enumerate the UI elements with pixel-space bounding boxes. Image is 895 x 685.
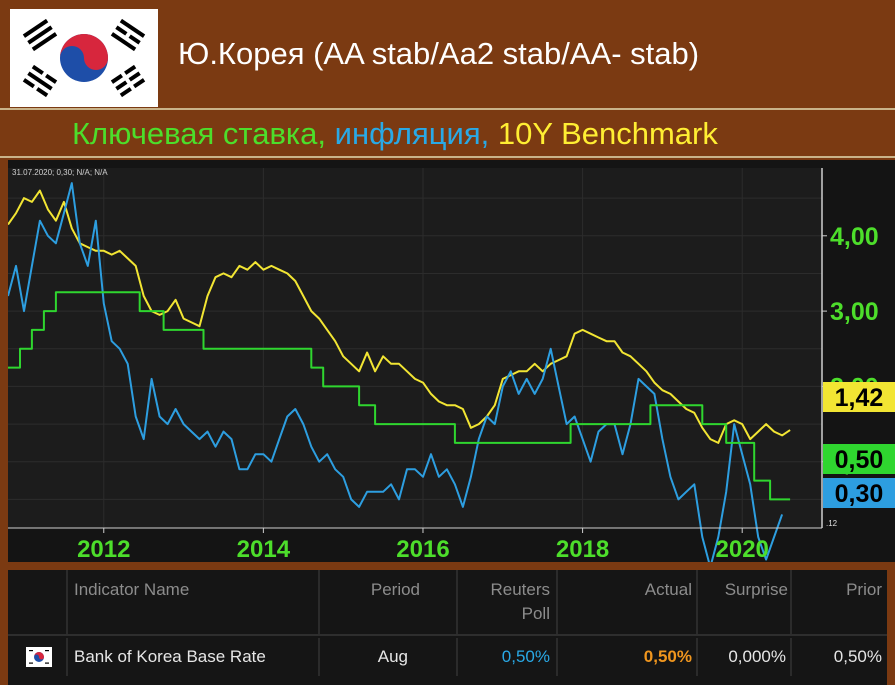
header-period[interactable]: Period xyxy=(370,580,420,599)
last-value-label-benchmark: 1,42 xyxy=(823,382,895,412)
last-value-text: 1,42 xyxy=(835,384,884,412)
cell-period: Aug xyxy=(377,647,408,666)
x-tick-label: 2016 xyxy=(396,536,449,562)
column-separator xyxy=(556,570,558,634)
column-separator xyxy=(696,638,698,676)
series-line-key_rate xyxy=(8,291,791,501)
last-value-label-key_rate: 0,50 xyxy=(823,444,895,474)
cell-surprise: 0,000% xyxy=(728,647,786,666)
column-separator xyxy=(318,638,320,676)
header-reuters-poll[interactable]: Reuters Poll xyxy=(460,570,550,634)
last-value-text: 0,50 xyxy=(835,446,884,474)
last-value-badge xyxy=(823,382,895,412)
column-separator xyxy=(696,570,698,634)
header: Ю.Корея (AA stab/Aa2 stab/AA- stab) xyxy=(0,0,895,110)
south-korea-flag-icon xyxy=(10,9,158,107)
subtitle-inflation: инфляция, xyxy=(326,116,490,151)
x-tick-label: 2018 xyxy=(556,536,609,562)
cell-indicator-name: Bank of Korea Base Rate xyxy=(74,647,266,666)
column-separator xyxy=(66,638,68,676)
header-actual[interactable]: Actual xyxy=(644,580,692,599)
series-line-inflation xyxy=(8,182,784,562)
chart-panel: 201220142016201820204,003,002,001,00.121… xyxy=(8,160,895,562)
legend-readout: 31.07.2020; 0,30; N/A; N/A xyxy=(12,168,108,177)
chart-subtitle: Ключевая ставка, инфляция, 10Y Benchmark xyxy=(72,116,718,152)
y-tick-label: 3,00 xyxy=(830,298,879,326)
subtitle-benchmark: 10Y Benchmark xyxy=(489,116,718,151)
header-prior[interactable]: Prior xyxy=(846,580,882,599)
last-value-label-inflation: 0,30 xyxy=(823,478,895,508)
header-surprise[interactable]: Surprise xyxy=(724,580,788,599)
column-separator xyxy=(556,638,558,676)
x-tick-label: 2014 xyxy=(237,536,291,562)
subtitle-key-rate: Ключевая ставка, xyxy=(72,116,327,151)
cell-prior: 0,50% xyxy=(833,647,882,666)
column-separator xyxy=(456,570,458,634)
axis-bottom-tag: .12 xyxy=(826,519,838,528)
x-tick-label: 2012 xyxy=(77,536,130,562)
x-tick-label: 2020 xyxy=(716,536,769,562)
header-reuters-poll-line2: Poll xyxy=(521,604,550,623)
cell-reuters-poll: 0,50% xyxy=(501,647,550,666)
column-separator xyxy=(790,638,792,676)
south-korea-flag-icon xyxy=(26,647,52,667)
indicator-table: Indicator Name Period Reuters Poll Actua… xyxy=(8,570,887,685)
row-divider xyxy=(8,634,887,636)
last-value-text: 0,30 xyxy=(835,480,884,508)
column-separator xyxy=(318,570,320,634)
header-indicator-name[interactable]: Indicator Name xyxy=(74,580,190,599)
column-separator xyxy=(790,570,792,634)
y-tick-label: 4,00 xyxy=(830,223,879,251)
header-reuters-poll-line1: Reuters xyxy=(490,580,550,599)
subtitle-bar: Ключевая ставка, инфляция, 10Y Benchmark xyxy=(0,110,895,158)
last-value-badge xyxy=(823,444,895,474)
column-separator xyxy=(66,570,68,634)
column-separator xyxy=(456,638,458,676)
page-title: Ю.Корея (AA stab/Aa2 stab/AA- stab) xyxy=(178,36,700,71)
line-chart: 201220142016201820204,003,002,001,00.121… xyxy=(8,160,895,562)
cell-actual: 0,50% xyxy=(643,647,692,666)
last-value-badge xyxy=(823,478,895,508)
series-line-benchmark xyxy=(8,189,791,444)
